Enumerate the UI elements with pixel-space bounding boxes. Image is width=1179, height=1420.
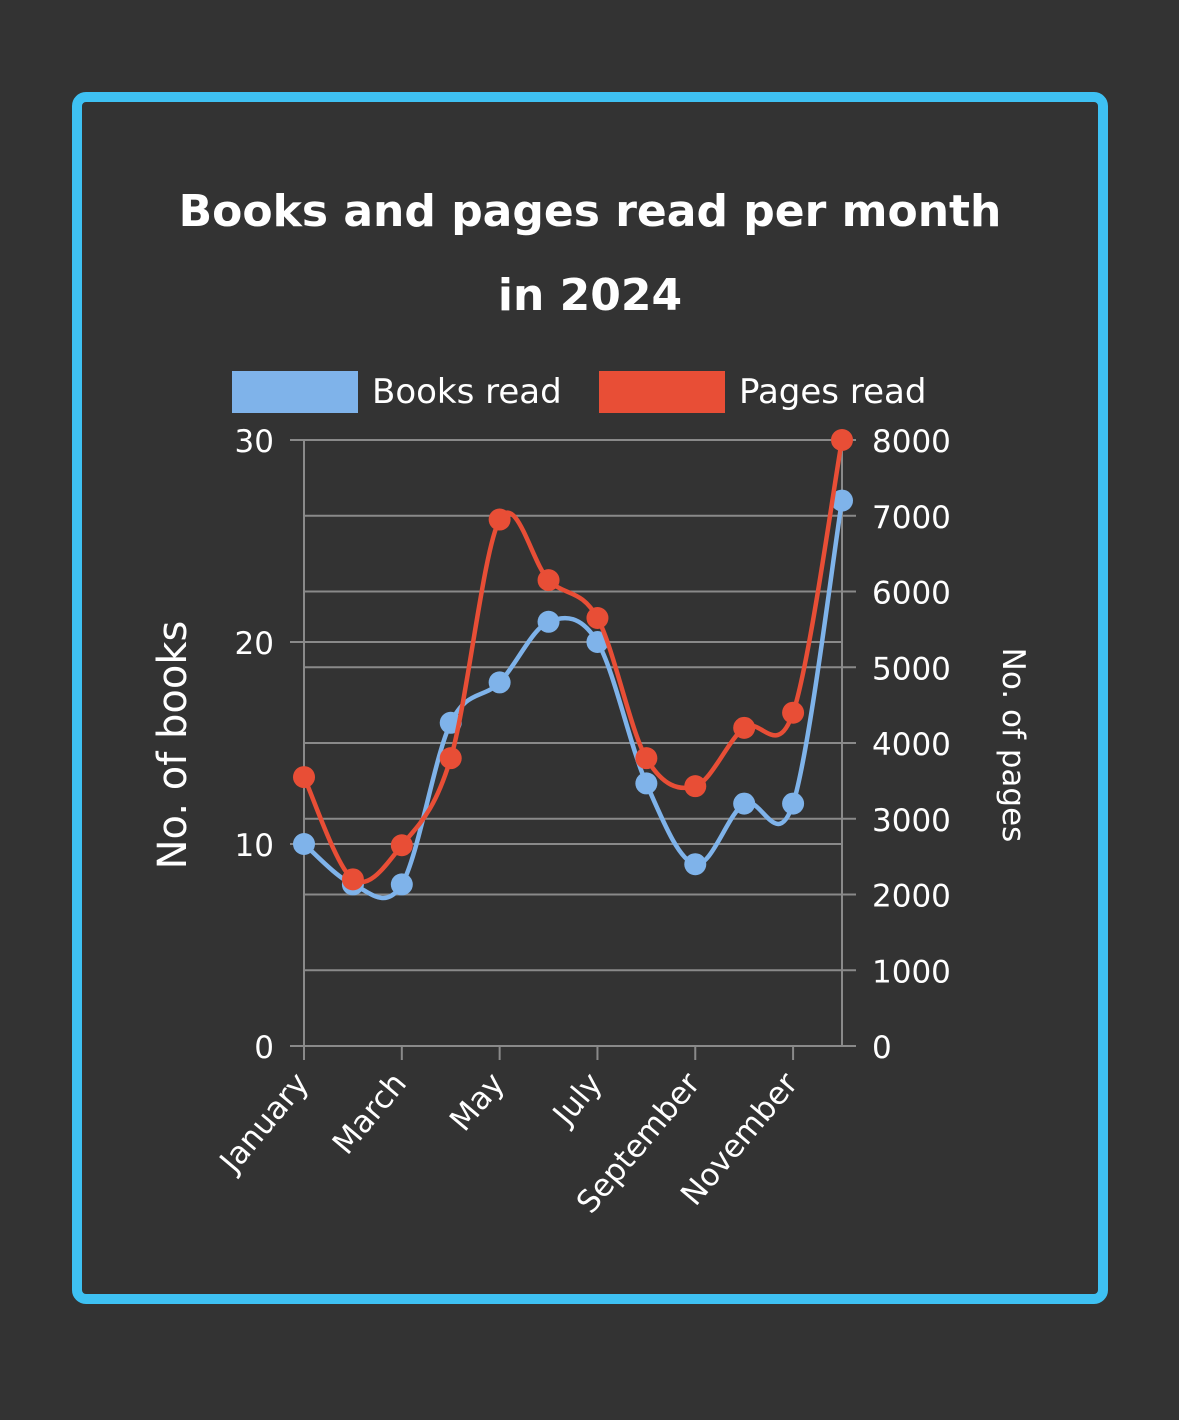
y-left-tick-label: 30 — [235, 424, 274, 460]
data-point-books-read — [782, 792, 805, 815]
y-left-tick-label: 10 — [235, 828, 274, 864]
series-pages-read — [293, 429, 853, 891]
chart-title-line-2: in 2024 — [497, 270, 683, 321]
legend-swatch-2 — [599, 371, 725, 413]
y-right-tick-label: 5000 — [872, 651, 951, 687]
data-point-pages-read — [831, 429, 853, 451]
legend-label-2: Pages read — [739, 372, 926, 412]
y-left-tick-label: 0 — [254, 1030, 274, 1066]
series-line-books-read — [302, 500, 845, 901]
y-left-axis-title: No. of books — [150, 621, 196, 870]
y-right-tick-label: 1000 — [872, 954, 951, 990]
data-point-books-read — [831, 489, 853, 512]
chart-card: Books and pages read per month in 2024 — [72, 92, 1108, 1304]
data-point-pages-read — [341, 868, 364, 891]
x-tick-label: May — [443, 1066, 512, 1138]
data-point-pages-read — [488, 508, 511, 531]
data-point-pages-read — [293, 766, 315, 789]
chart-title: Books and pages read per month in 2024 — [82, 170, 1098, 338]
data-point-books-read — [537, 610, 560, 633]
y-right-tick-label: 4000 — [872, 727, 951, 763]
x-tick-label: March — [326, 1066, 414, 1162]
data-point-pages-read — [537, 569, 560, 592]
data-point-pages-read — [635, 747, 658, 770]
y-right-tick-label: 8000 — [872, 424, 951, 460]
y-right-tick-label: 2000 — [872, 879, 951, 915]
data-point-books-read — [635, 772, 658, 795]
x-tick-label: July — [545, 1066, 610, 1133]
data-point-pages-read — [586, 607, 609, 630]
data-point-pages-read — [684, 775, 707, 798]
data-point-books-read — [733, 792, 756, 815]
chart-title-line-1: Books and pages read per month — [178, 186, 1002, 237]
data-point-pages-read — [390, 834, 413, 857]
legend-label-1: Books read — [372, 372, 562, 412]
data-point-pages-read — [733, 716, 756, 739]
legend-swatch-1 — [232, 371, 358, 413]
y-right-tick-label: 0 — [872, 1030, 892, 1066]
y-right-axis-title: No. of pages — [995, 648, 1031, 843]
series-line-pages-read — [301, 439, 845, 885]
data-point-pages-read — [439, 747, 462, 770]
y-right-tick-label: 6000 — [872, 576, 951, 612]
x-tick-label: January — [212, 1066, 316, 1181]
y-right-tick-label: 7000 — [872, 500, 951, 536]
data-point-books-read — [488, 671, 511, 694]
data-point-books-read — [390, 873, 413, 896]
data-point-pages-read — [782, 701, 805, 724]
data-point-books-read — [684, 853, 707, 876]
series-books-read — [293, 489, 853, 901]
y-left-tick-label: 20 — [235, 626, 274, 662]
data-point-books-read — [293, 833, 315, 855]
y-right-tick-label: 3000 — [872, 803, 951, 839]
